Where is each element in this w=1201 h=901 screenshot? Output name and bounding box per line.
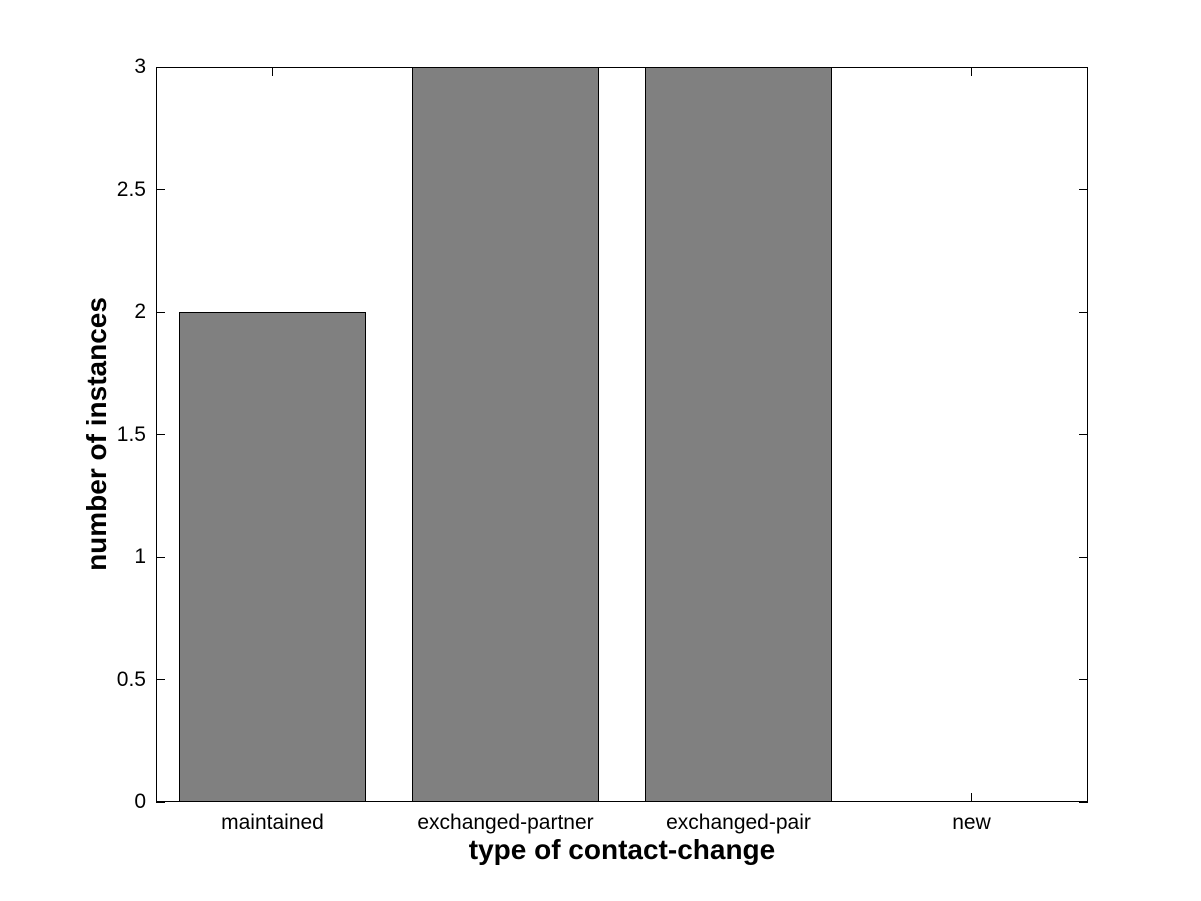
y-tick-left-icon [156,556,165,558]
y-tick-left-icon [156,311,165,313]
x-tick-top-icon [971,67,972,76]
y-tick-right-icon [1079,801,1088,803]
y-tick-label: 0 [134,790,146,813]
x-tick-label: exchanged-partner [417,811,594,834]
y-tick-right-icon [1079,66,1088,68]
y-tick-label: 0.5 [116,667,146,691]
y-tick-left-icon [156,801,165,803]
bar-exchanged-partner [412,67,599,802]
x-tick-label: new [952,811,991,834]
y-tick-left-icon [156,189,165,190]
y-tick-left-icon [156,434,165,435]
x-tick-label: exchanged-pair [666,811,811,834]
x-tick-bottom-icon [971,793,972,802]
y-tick-left-icon [156,679,165,680]
y-tick-label: 1.5 [116,422,146,446]
y-tick-label: 2.5 [116,177,146,201]
y-tick-label: 3 [134,55,146,78]
bar-maintained [179,312,366,802]
y-tick-right-icon [1079,679,1088,680]
x-tick-label: maintained [221,811,324,834]
y-tick-right-icon [1079,556,1088,558]
y-tick-label: 2 [134,300,146,323]
y-tick-label: 1 [134,545,146,568]
y-tick-right-icon [1079,434,1088,435]
y-tick-left-icon [156,66,165,68]
y-tick-right-icon [1079,311,1088,313]
x-axis-label: type of contact-change [468,834,776,865]
x-tick-top-icon [272,67,273,76]
bar-exchanged-pair [645,67,832,802]
plot-area [156,66,1088,803]
y-tick-right-icon [1079,189,1088,190]
